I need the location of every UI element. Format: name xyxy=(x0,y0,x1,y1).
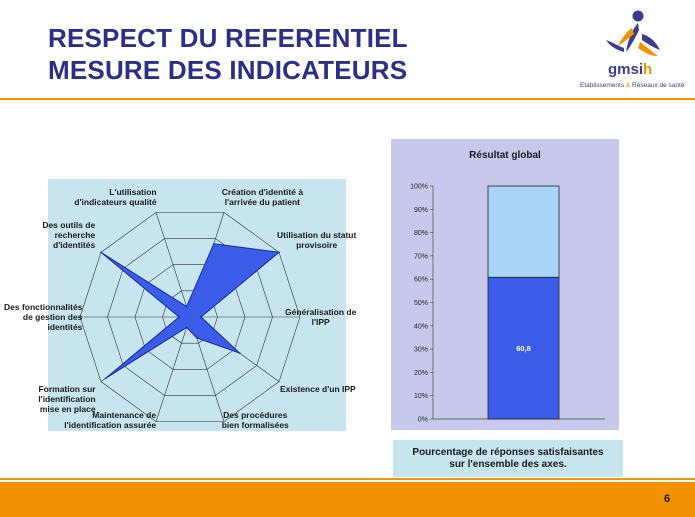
bar-y-tick-label: 100% xyxy=(410,184,428,191)
radar-chart-svg xyxy=(79,212,301,422)
radar-axis-label: Existence d'un IPP xyxy=(280,384,356,394)
radar-axis-label-line: Des outils de xyxy=(42,220,96,231)
bar-value xyxy=(487,276,560,420)
bar-y-tick-label: 0% xyxy=(418,417,428,424)
radar-axis-line xyxy=(155,316,191,422)
radar-axis-label-line: d'indicateurs qualité xyxy=(74,196,157,207)
bar-y-tick-label: 40% xyxy=(414,323,428,330)
bar-y-tick-label: 20% xyxy=(414,370,428,377)
radar-axis-label: Des outils de recherche d'identités xyxy=(42,220,95,250)
gmsih-logo-icon xyxy=(606,10,660,56)
radar-point xyxy=(185,305,188,308)
radar-axis-label-line: l'arrivée du patient xyxy=(224,196,300,207)
bar-y-tick-label: 50% xyxy=(414,300,428,307)
caption-line-1: Pourcentage de réponses satisfaisantes xyxy=(412,446,604,458)
radar-point xyxy=(104,377,107,380)
bar-value-label: 60,8 xyxy=(516,344,531,353)
radar-axis-label-line: Création d'identité à xyxy=(221,186,304,197)
radar-axis-label: Utilisation du statut provisoire xyxy=(277,230,356,250)
radar-axis-label: Création d'identité à l'arrivée du patien… xyxy=(222,187,303,207)
radar-axis-label: L'utilisation d'indicateurs qualité xyxy=(74,187,156,207)
logo-tagline: Etablissements & Réseaux de santé xyxy=(580,82,685,89)
radar-axis-label-line: de gestion des xyxy=(22,312,83,322)
title-line-2: MESURE DES INDICATEURS xyxy=(48,55,408,85)
radar-series-area xyxy=(100,243,281,379)
bar-chart: Résultat global 0% 10% 20% 30% 40% 50% 60% 70% 80… xyxy=(391,139,619,430)
radar-point xyxy=(185,326,188,329)
caption-line-2: sur l'ensemble des axes. xyxy=(449,458,567,470)
bar-y-tick-label: 70% xyxy=(414,253,428,260)
bar-chart-title: Résultat global xyxy=(469,150,541,161)
radar-axis-label: Des fonctionnalités de gestion des identit… xyxy=(4,302,82,332)
radar-point xyxy=(178,316,180,318)
radar-axis-label: Des procédures bien formalisées xyxy=(222,410,289,430)
radar-axis-label-line: d'identités xyxy=(53,240,96,251)
radar-point xyxy=(195,337,198,339)
header-divider xyxy=(0,98,695,100)
radar-point xyxy=(200,316,202,318)
page-number: 6 xyxy=(664,493,671,505)
bar-chart-svg: Résultat global 0% 10% 20% 30% 40% 50% 60% 70% 80… xyxy=(410,150,605,424)
radar-axis-label: Généralisation de l'IPP xyxy=(285,307,356,327)
bar-y-tick-label: 60% xyxy=(414,277,428,284)
radar-axis-line xyxy=(155,212,191,318)
radar-axis-label-line: mise en place xyxy=(39,403,96,414)
bar-y-tick-label: 90% xyxy=(414,207,428,214)
radar-axis-label-line: identités xyxy=(47,322,83,332)
radar-axis-label-line: L'utilisation xyxy=(109,186,157,197)
radar-axis-label: Formation sur l'identification mise en pla… xyxy=(38,384,95,414)
radar-axis-label-line: Des procédures xyxy=(223,410,288,420)
radar-axis-label-line: Maintenance de xyxy=(92,410,157,420)
bar-y-tick-label: 80% xyxy=(414,230,428,237)
radar-axis-label-line: Existence d'un IPP xyxy=(280,383,356,394)
radar-axis-label-line: Utilisation du statut xyxy=(277,230,357,241)
bar-y-tick-label: 30% xyxy=(414,347,428,354)
radar-axis-label: Maintenance de l'identification assurée xyxy=(64,410,156,430)
logo-text: gmsih xyxy=(608,61,653,78)
radar-axis-label-line: l'IPP xyxy=(311,317,330,327)
radar-point xyxy=(239,352,241,355)
radar-axis-label-line: Généralisation de xyxy=(285,307,357,317)
radar-axis-label-line: Formation sur xyxy=(38,383,96,394)
bar-y-tick-label: 10% xyxy=(414,393,428,400)
radar-axis-label-line: recherche xyxy=(54,230,96,241)
footer-divider xyxy=(0,478,695,480)
title-line-1: RESPECT DU REFERENTIEL xyxy=(48,23,408,53)
radar-axis-label-line: l'identification assurée xyxy=(64,420,157,430)
radar-point xyxy=(100,251,102,254)
radar-axis-label-line: Des fonctionnalités xyxy=(4,302,83,312)
radar-axis-label-line: bien formalisées xyxy=(221,420,289,430)
radar-axis-label-line: l'identification xyxy=(38,393,96,404)
bar-remainder xyxy=(487,185,560,278)
radar-axis-label-line: provisoire xyxy=(296,240,338,251)
chart-caption: Pourcentage de réponses satisfaisantes s… xyxy=(393,440,623,477)
radar-chart: Création d'identité à l'arrivée du patien… xyxy=(4,179,356,431)
radar-point xyxy=(212,242,215,245)
radar-point xyxy=(278,251,280,254)
footer-bar xyxy=(0,482,695,517)
page-title: RESPECT DU REFERENTIEL MESURE DES INDICA… xyxy=(48,22,408,86)
